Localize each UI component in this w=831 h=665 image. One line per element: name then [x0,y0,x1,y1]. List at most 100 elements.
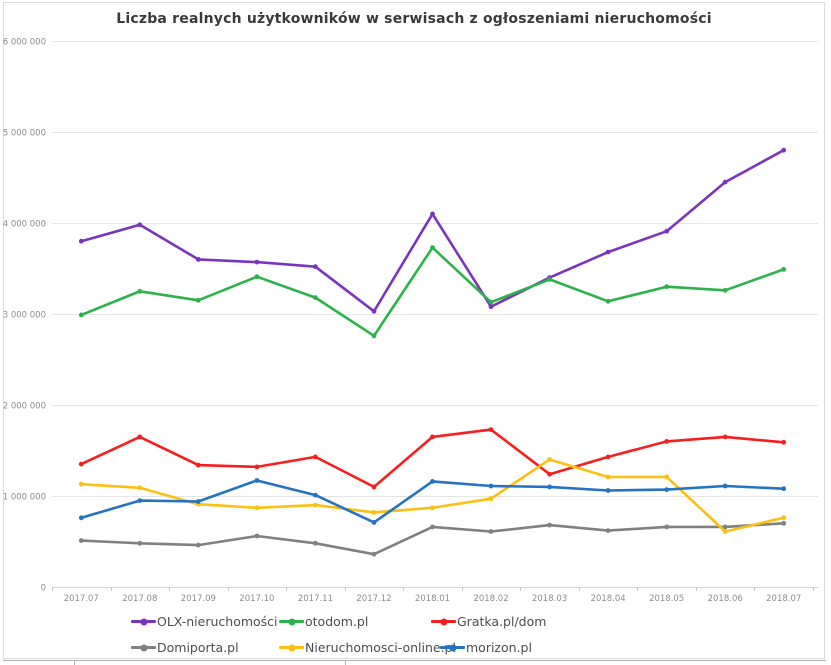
data-point [195,542,201,548]
data-point [722,287,728,293]
data-point [78,538,84,543]
legend-item-morizon: morizon.pl [440,640,532,655]
data-point [605,488,611,493]
data-point [722,529,728,534]
data-point [605,298,611,304]
series-otodom.pl [78,245,787,339]
data-point [722,179,728,185]
data-point [371,308,377,314]
data-point [781,439,787,445]
legend-label: otodom.pl [305,614,369,629]
data-point [371,484,377,490]
series-Domiporta.pl [78,520,787,557]
data-point [78,312,84,318]
series-morizon.pl [78,478,787,525]
data-point [547,277,552,282]
data-point [547,522,552,528]
y-axis-tick-label: 6 000 000 [3,38,46,48]
data-point [137,222,143,228]
data-point [371,520,377,525]
data-point [722,434,728,440]
data-point [430,524,435,530]
data-point [664,524,670,530]
series-Gratka.pl/dom [78,427,787,490]
x-axis-tick-label: 2017.07 [64,594,99,604]
data-point [137,434,143,440]
data-point [254,533,260,539]
data-point [781,520,787,526]
data-point [781,515,787,521]
data-point [605,249,611,255]
legend-label: Gratka.pl/dom [457,614,547,629]
data-point [371,551,377,557]
data-point [605,474,611,480]
data-point [195,257,201,262]
worksheet-gridline-tick [345,660,346,665]
data-point [313,502,318,508]
y-axis-tick-label: 2 000 000 [3,402,46,412]
data-point [781,267,787,272]
data-point [313,295,318,300]
data-point [137,540,143,546]
data-point [430,479,435,484]
series-line [80,458,786,533]
data-point [488,483,494,489]
data-point [722,524,728,530]
data-point [547,471,552,477]
legend-item-nieruchomosci-online: Nieruchomosci-online.pl [279,640,456,655]
worksheet-gridline-tick [74,660,75,665]
data-point [547,457,552,462]
line-marker-icon [440,646,465,649]
x-axis-tick-label: 2018.06 [708,594,743,604]
line-marker-icon [279,646,304,649]
worksheet-edge-line [3,660,826,661]
x-axis-tick-label: 2018.02 [473,594,508,604]
data-point [664,487,670,492]
y-axis-tick-label: 4 000 000 [3,220,46,230]
data-point [605,454,611,460]
data-point [313,492,318,498]
data-point [313,540,318,546]
legend-item-gratka: Gratka.pl/dom [431,614,546,629]
data-point [488,299,494,305]
data-point [430,434,435,440]
data-point [78,461,84,467]
chart-frame: Liczba realnych użytkowników w serwisach… [3,2,825,659]
x-axis-tick-label: 2017.09 [181,594,216,604]
line-marker-icon [131,646,156,649]
data-point [430,245,435,251]
data-point [254,478,260,483]
data-point [664,284,670,290]
data-point [254,274,260,280]
x-axis-tick-label: 2017.08 [122,594,157,604]
data-point [488,496,494,502]
data-point [781,486,787,492]
data-point [781,147,787,153]
data-point [313,454,318,460]
chart-title: Liczba realnych użytkowników w serwisach… [116,11,712,27]
y-axis-tick-label: 1 000 000 [3,493,46,503]
data-point [195,297,201,303]
line-marker-icon [131,620,156,623]
data-point [664,474,670,480]
data-point [254,505,260,511]
legend-label: morizon.pl [466,640,532,655]
x-axis-tick-label: 2018.03 [532,594,567,604]
data-point [137,498,143,503]
x-axis-tick-label: 2017.12 [356,594,391,604]
legend-label: OLX-nieruchomości [157,614,278,629]
data-point [137,485,143,491]
legend-item-olx-nieruchomosci: OLX-nieruchomości [131,614,278,629]
y-axis-tick-label: 5 000 000 [3,129,46,139]
y-axis-tick-label: 3 000 000 [3,311,46,321]
y-axis-tick-label: 0 [41,584,46,594]
data-point [488,304,494,310]
data-point [254,464,260,470]
data-point [371,510,377,515]
data-point [430,211,435,217]
data-point [605,528,611,533]
x-axis-tick-label: 2018.05 [649,594,684,604]
data-point [254,259,260,265]
series-OLX-nieruchomości [78,147,787,314]
